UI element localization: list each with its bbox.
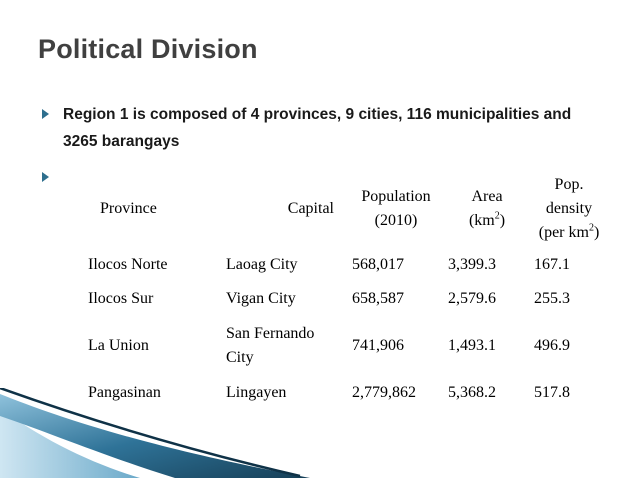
header-area: Area (km2) [444, 170, 530, 248]
cell-population: 741,906 [352, 337, 404, 354]
cell-province: Pangasinan [88, 384, 161, 401]
cell-province: Ilocos Sur [88, 290, 154, 307]
header-province: Province [100, 200, 157, 217]
political-division-table: Province Capital Population (2010) Area … [84, 170, 608, 410]
cell-capital: Lingayen [226, 384, 287, 401]
header-area-line2: (km [468, 212, 495, 229]
header-population-line2: (2010) [374, 212, 418, 229]
cell-population: 568,017 [352, 256, 404, 273]
table-header-row: Province Capital Population (2010) Area … [84, 170, 608, 248]
cell-population: 658,587 [352, 290, 404, 307]
slide-title: Political Division [38, 34, 258, 64]
cell-province: Ilocos Norte [88, 256, 168, 273]
cell-density: 517.8 [534, 384, 570, 401]
header-density-close: ) [593, 224, 600, 241]
cell-province: La Union [88, 337, 149, 354]
header-area-line1: Area [471, 188, 503, 205]
header-area-sup: 2 [494, 210, 500, 222]
cell-area: 3,399.3 [448, 256, 496, 273]
header-capital-label: Capital [287, 200, 334, 217]
swoosh-light-band [0, 408, 140, 478]
header-density: Pop. density (per km2) [530, 170, 608, 248]
header-area-close: ) [499, 212, 506, 229]
header-population-line1: Population [361, 188, 431, 205]
cell-area: 2,579.6 [448, 290, 496, 307]
table-row: Ilocos Norte Laoag City 568,017 3,399.3 … [84, 248, 608, 282]
cell-capital: San Fernando City [226, 325, 315, 366]
cell-density: 255.3 [534, 290, 570, 307]
header-density-sup: 2 [588, 222, 594, 234]
cell-area: 1,493.1 [448, 337, 496, 354]
corner-swoosh-decoration [0, 388, 310, 478]
bullet-arrow-icon [42, 109, 49, 119]
header-population: Population (2010) [348, 170, 444, 248]
bullet-arrow-icon [42, 172, 49, 182]
cell-area: 5,368.2 [448, 384, 496, 401]
swoosh-dark-band [0, 394, 310, 478]
header-density-line3: (per km [538, 224, 589, 241]
table-row: La Union San Fernando City 741,906 1,493… [84, 316, 608, 376]
bullet-text-region-summary: Region 1 is composed of 4 provinces, 9 c… [63, 106, 572, 150]
cell-population: 2,779,862 [352, 384, 416, 401]
header-capital: Capital [222, 170, 348, 248]
cell-capital: Laoag City [226, 256, 298, 273]
cell-density: 167.1 [534, 256, 570, 273]
table-row: Pangasinan Lingayen 2,779,862 5,368.2 51… [84, 376, 608, 410]
header-density-line2: density [545, 200, 593, 217]
cell-capital: Vigan City [226, 290, 296, 307]
header-density-line1: Pop. [554, 176, 584, 193]
cell-density: 496.9 [534, 337, 570, 354]
table-row: Ilocos Sur Vigan City 658,587 2,579.6 25… [84, 282, 608, 316]
swoosh-thin-line [0, 388, 301, 478]
